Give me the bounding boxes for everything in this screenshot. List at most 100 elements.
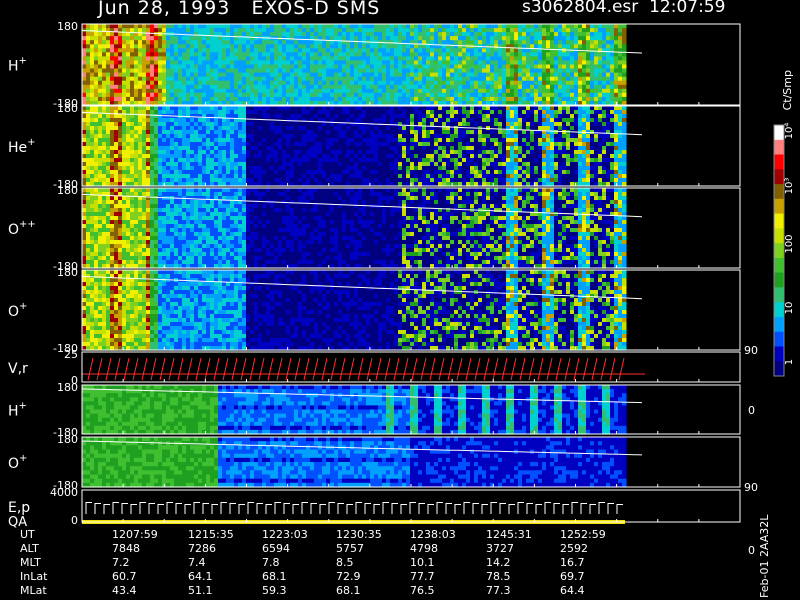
colorbar-segment xyxy=(774,213,784,229)
y-top-label: 180 xyxy=(57,102,78,115)
footer-cell: 14.2 xyxy=(486,556,511,569)
colorbar-segment xyxy=(774,316,784,333)
trace-line-o_pp xyxy=(81,193,643,218)
colorbar-segment xyxy=(774,257,784,274)
trace-line-o_plus2 xyxy=(81,440,643,456)
footer-cell: 7.4 xyxy=(188,556,206,569)
footer-cell: 4798 xyxy=(410,542,438,555)
trace-line-o_plus xyxy=(81,275,643,300)
footer-cell: 1223:03 xyxy=(262,528,308,541)
right-axis-bottom: 0 xyxy=(748,404,755,417)
colorbar-tick-label: 10 xyxy=(784,302,795,315)
colorbar-frame xyxy=(773,124,785,377)
colorbar-segment xyxy=(774,331,784,347)
right-axis-top: 90 xyxy=(744,344,758,357)
footer-cell: 16.7 xyxy=(560,556,585,569)
footer-cell: 10.1 xyxy=(410,556,435,569)
panel-label: He+ xyxy=(8,137,36,156)
trace-line-h_plus2 xyxy=(81,388,643,404)
footer-cell: 1215:35 xyxy=(188,528,234,541)
footer-cell: 2592 xyxy=(560,542,588,555)
colorbar-segment xyxy=(774,125,784,141)
footer-cell: 68.1 xyxy=(336,584,361,597)
panel-label: E,p xyxy=(8,500,30,516)
right-axis-top: 90 xyxy=(744,481,758,494)
footer-cell: 7.2 xyxy=(112,556,130,569)
y-top-label: 180 xyxy=(57,433,78,446)
footer-cell: 1207:59 xyxy=(112,528,158,541)
file-info: s3062804.esr 12:07:59 xyxy=(522,0,726,17)
colorbar-segment xyxy=(774,184,784,200)
panel-label-qa: QA xyxy=(8,515,27,530)
colorbar-segment xyxy=(774,272,784,288)
footer-cell: 78.5 xyxy=(486,570,511,583)
footer-row-name: MLT xyxy=(20,556,41,569)
panel-label: O+ xyxy=(8,453,27,472)
footer-cell: 1252:59 xyxy=(560,528,606,541)
y-top-label: 180 xyxy=(57,184,78,197)
y-bottom-label: 0 xyxy=(71,374,78,387)
colorbar-tick-label: 100 xyxy=(784,234,795,253)
trace-line-he_plus xyxy=(81,111,643,136)
footer-row-name: ALT xyxy=(20,542,39,555)
y-bottom-label: -180 xyxy=(53,479,78,492)
y-bottom-label: -180 xyxy=(53,342,78,355)
footer-cell: 69.7 xyxy=(560,570,585,583)
energy-trace xyxy=(85,502,623,514)
y-top-label: 180 xyxy=(57,266,78,279)
y-top-label: 180 xyxy=(57,381,78,394)
footer-cell: 6594 xyxy=(262,542,290,555)
y-top-label: 25 xyxy=(64,348,78,361)
footer-cell: 77.3 xyxy=(486,584,511,597)
panel-frame-ep xyxy=(81,489,741,523)
y-bottom-label: -180 xyxy=(53,426,78,439)
footer-cell: 8.5 xyxy=(336,556,354,569)
footer-cell: 1238:03 xyxy=(410,528,456,541)
footer-cell: 43.4 xyxy=(112,584,137,597)
y-top-label: 4000 xyxy=(50,486,78,499)
panel-label: H+ xyxy=(8,401,27,420)
y-bottom-label: -180 xyxy=(53,260,78,273)
footer-cell: 64.1 xyxy=(188,570,213,583)
footer-row-name: MLat xyxy=(20,584,47,597)
footer-cell: 7848 xyxy=(112,542,140,555)
colorbar-segment xyxy=(774,243,784,259)
footer-cell: 68.1 xyxy=(262,570,287,583)
colorbar-segment xyxy=(774,302,784,318)
colorbar-segment xyxy=(774,169,784,185)
colorbar-tick-label: 10³ xyxy=(784,178,795,195)
panel-label: O++ xyxy=(8,219,36,238)
footer-cell: 1245:31 xyxy=(486,528,532,541)
footer-cell: 64.4 xyxy=(560,584,585,597)
colorbar-segment xyxy=(774,361,784,377)
colorbar-segment xyxy=(774,228,784,244)
footer-row-name: InLat xyxy=(20,570,48,583)
colorbar-segment xyxy=(774,139,784,156)
panel-label: H+ xyxy=(8,56,27,75)
colorbar-segment xyxy=(774,346,784,362)
y-bottom-label: -180 xyxy=(53,97,78,110)
colorbar-tick-label: 1 xyxy=(784,359,795,365)
footer-cell: 72.9 xyxy=(336,570,361,583)
version-stamp: Feb-01 2AA32L xyxy=(758,514,771,598)
footer-cell: 7286 xyxy=(188,542,216,555)
panel-label: O+ xyxy=(8,301,27,320)
footer-cell: 1230:35 xyxy=(336,528,382,541)
colorbar-segment xyxy=(774,198,784,215)
footer-row-name: UT xyxy=(20,528,35,541)
footer-cell: 7.8 xyxy=(262,556,280,569)
footer-cell: 51.1 xyxy=(188,584,213,597)
y-bottom-label: -180 xyxy=(53,178,78,191)
colorbar-unit-label: Ct/Smp xyxy=(781,70,794,111)
colorbar-segment xyxy=(774,154,784,170)
footer-cell: 59.3 xyxy=(262,584,287,597)
footer-cell: 76.5 xyxy=(410,584,435,597)
right-axis-bottom: 0 xyxy=(748,544,755,557)
footer-cell: 60.7 xyxy=(112,570,137,583)
footer-cell: 77.7 xyxy=(410,570,435,583)
colorbar-tick-label: 10⁴ xyxy=(784,123,795,140)
plot-title: Jun 28, 1993 EXOS-D SMS xyxy=(98,0,381,19)
footer-cell: 5757 xyxy=(336,542,364,555)
trace-line-h_plus xyxy=(81,30,643,54)
footer-cell: 3727 xyxy=(486,542,514,555)
